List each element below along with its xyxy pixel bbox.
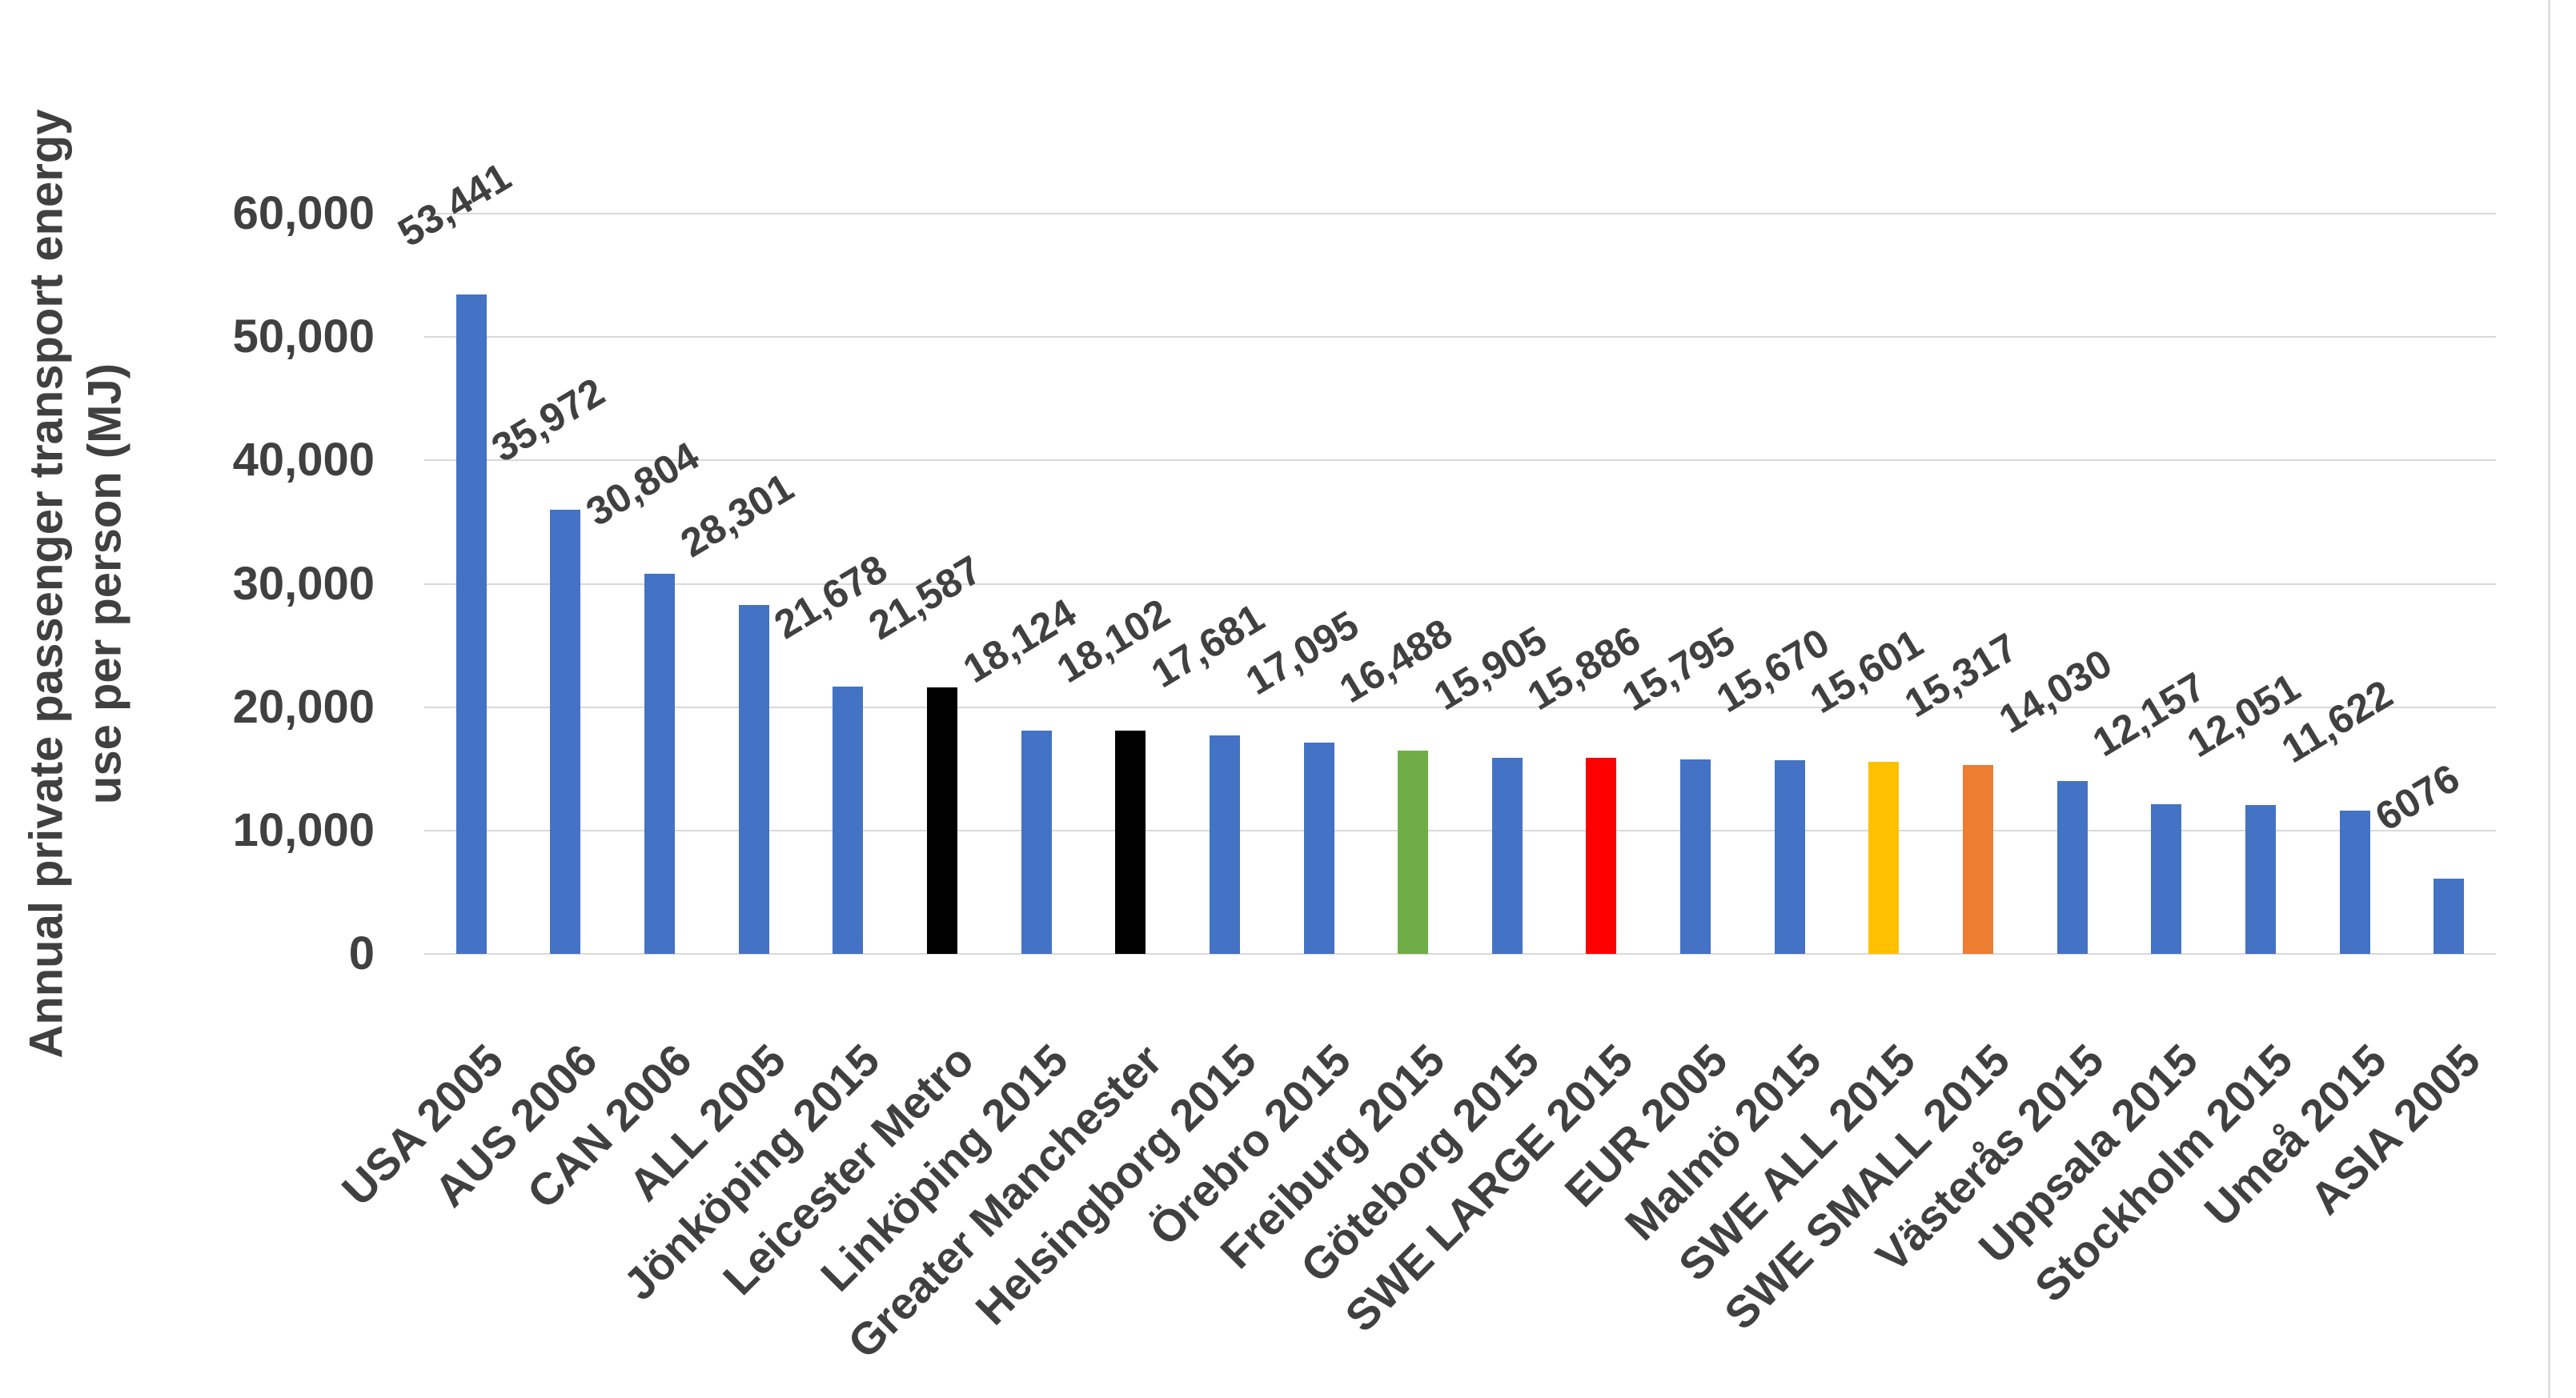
gridline-60000 bbox=[424, 213, 2496, 214]
bar-uppsala-2015 bbox=[2151, 803, 2182, 954]
bar-jonkoping-2015 bbox=[833, 686, 864, 954]
gridline-50000 bbox=[424, 336, 2496, 338]
bar-freiburg-2015 bbox=[1398, 750, 1429, 954]
y-tick-label-10000: 10,000 bbox=[232, 803, 375, 856]
bar-leicester-metro bbox=[927, 687, 957, 954]
y-tick-label-50000: 50,000 bbox=[232, 310, 375, 363]
value-label-asia-2005: 6076 bbox=[2367, 755, 2468, 840]
bar-swe-small-2015 bbox=[1963, 764, 1993, 954]
bar-greater-manchester bbox=[1115, 730, 1146, 954]
bar-umea-2015 bbox=[2339, 810, 2370, 954]
y-tick-label-60000: 60,000 bbox=[232, 187, 375, 239]
bar-linkoping-2015 bbox=[1021, 730, 1052, 954]
bar-swe-all-2015 bbox=[1868, 761, 1900, 954]
bar-aus-2006 bbox=[550, 510, 581, 954]
gridline-0 bbox=[424, 953, 2496, 955]
y-axis-title-line1: Annual private passenger transport energ… bbox=[20, 109, 73, 1059]
y-tick-label-30000: 30,000 bbox=[232, 557, 375, 610]
plot-area: 53,441 USA 2005 35,972 AUS 2006 30,804 CAN 20… bbox=[331, 154, 2496, 1368]
bar-usa-2005 bbox=[455, 294, 487, 954]
gridline-40000 bbox=[424, 459, 2496, 462]
chart-right-border bbox=[2548, 0, 2550, 1398]
bar-vasteras-2015 bbox=[2056, 780, 2088, 954]
bar-malmo-2015 bbox=[1774, 760, 1805, 954]
gridline-10000 bbox=[424, 829, 2496, 831]
bar-stockholm-2015 bbox=[2245, 805, 2276, 954]
value-label-usa-2005: 53,441 bbox=[390, 154, 519, 256]
y-tick-label-40000: 40,000 bbox=[232, 434, 375, 487]
bar-can-2006 bbox=[644, 574, 676, 954]
bar-eur-2005 bbox=[1680, 759, 1711, 954]
bar-all-2005 bbox=[738, 604, 769, 954]
gridline-30000 bbox=[424, 583, 2496, 585]
bar-orebro-2015 bbox=[1303, 743, 1334, 954]
y-tick-label-20000: 20,000 bbox=[232, 680, 375, 733]
value-label-aus-2006: 35,972 bbox=[484, 369, 613, 471]
y-tick-label-0: 0 bbox=[348, 927, 375, 979]
bar-goteborg-2015 bbox=[1491, 757, 1523, 954]
bar-helsingborg-2015 bbox=[1209, 735, 1240, 954]
bar-swe-large-2015 bbox=[1586, 758, 1617, 954]
bar-asia-2005 bbox=[2434, 879, 2465, 954]
